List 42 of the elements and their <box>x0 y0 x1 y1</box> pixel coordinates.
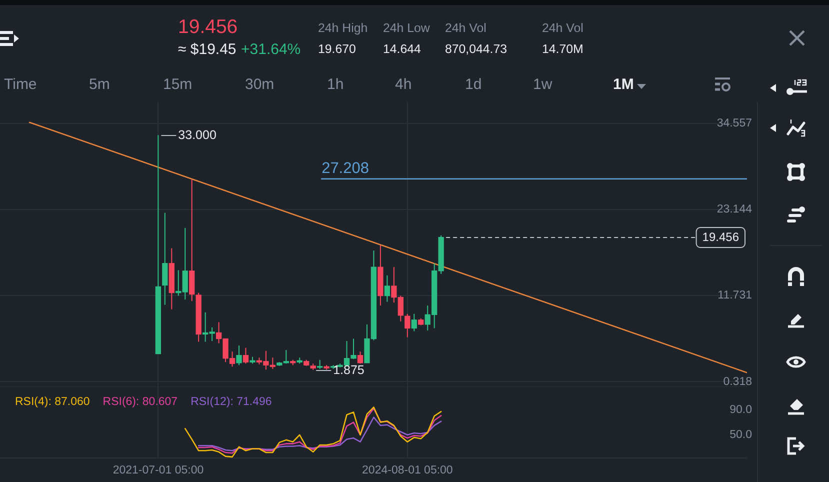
text: 30m <box>245 76 274 92</box>
text: 24h Vol <box>445 20 486 34</box>
text: RSI(6): 80.607 <box>102 396 178 408</box>
text: 5m <box>89 76 110 92</box>
annotation: 1.875 <box>333 362 364 377</box>
candlestick <box>404 313 410 338</box>
text: 14.70M <box>542 42 584 56</box>
candlestick <box>162 212 168 306</box>
candlestick <box>236 345 242 366</box>
text: 870,044.73 <box>445 42 508 56</box>
text: 1h <box>327 76 344 92</box>
text: 24h Vol <box>542 20 584 34</box>
text: 24h High <box>318 20 368 34</box>
y-tick-label: 11.731 <box>718 290 752 302</box>
annotation: 27.208 <box>322 160 369 178</box>
y-tick-label: 23.144 <box>716 204 753 216</box>
text: 1d <box>465 76 482 92</box>
ref-line-label: 19.456 <box>702 230 740 244</box>
text: Time <box>4 76 37 92</box>
text: RSI(4): 87.060 <box>15 396 90 408</box>
text: 4h <box>395 76 412 92</box>
text: 19.456 <box>178 16 238 38</box>
candlestick <box>411 313 417 332</box>
y-tick-label: 50.0 <box>730 429 752 442</box>
text: 1M <box>613 76 634 92</box>
y-tick-label: 34.557 <box>716 118 752 130</box>
candlestick <box>384 274 390 302</box>
annotation: 33.000 <box>178 128 216 142</box>
text: ≈ $19.45 <box>178 41 236 58</box>
text: 19.670 <box>318 42 356 56</box>
text: 1w <box>533 76 552 92</box>
text: 24h Low <box>383 20 430 34</box>
text: RSI(12): 71.496 <box>190 396 272 408</box>
text: 14.644 <box>383 42 421 56</box>
candlestick <box>357 351 364 364</box>
text: +31.64% <box>241 41 301 58</box>
y-tick-label: 0.318 <box>723 376 752 388</box>
x-tick-label: 2024-08-01 05:00 <box>362 464 453 476</box>
x-tick-label: 2021-07-01 05:00 <box>112 464 204 476</box>
text: 15m <box>163 76 192 92</box>
candlestick <box>242 347 249 364</box>
y-tick-label: 90.0 <box>730 404 752 416</box>
